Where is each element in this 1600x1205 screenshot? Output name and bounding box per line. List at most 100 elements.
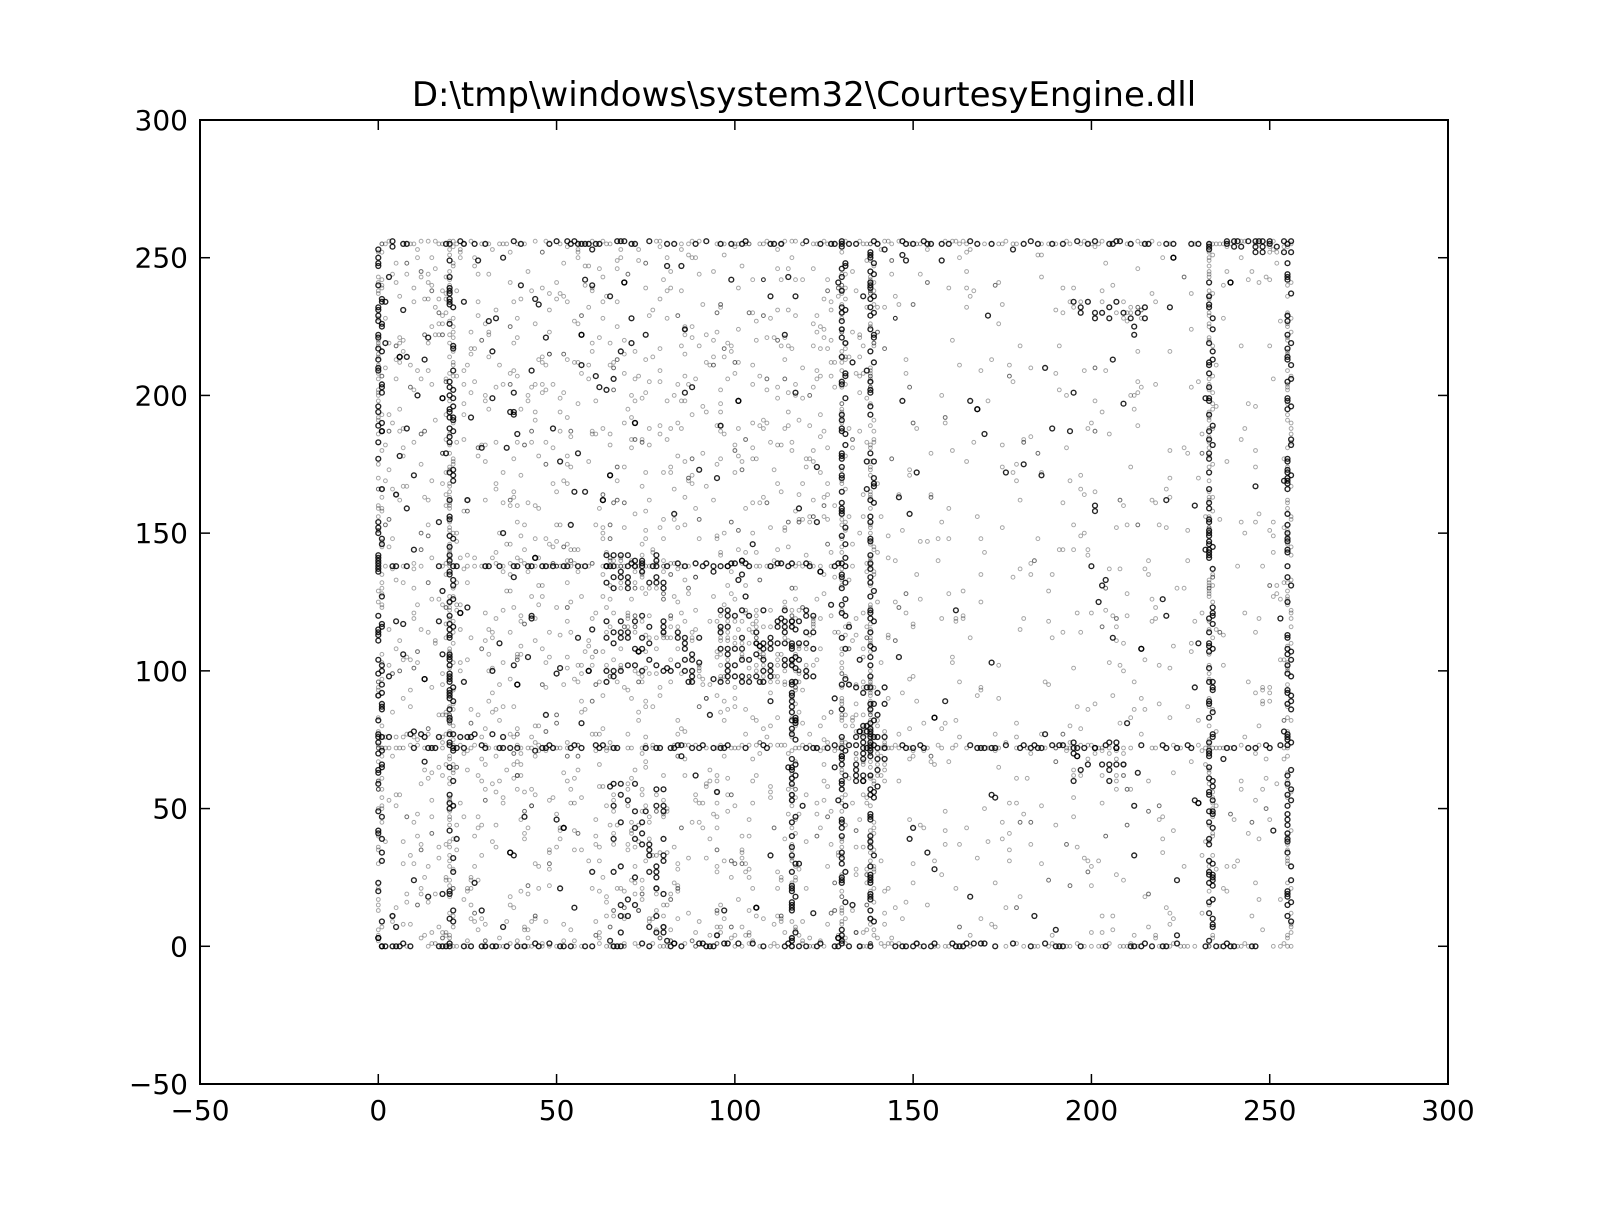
data-point — [542, 563, 550, 570]
data-point — [1035, 252, 1041, 258]
data-point — [472, 555, 478, 561]
data-point — [632, 767, 638, 773]
data-point — [664, 315, 670, 321]
data-point — [517, 282, 525, 289]
data-point — [418, 847, 424, 853]
data-point — [400, 240, 407, 248]
data-point — [753, 635, 759, 641]
data-point — [493, 745, 499, 751]
data-point — [457, 627, 463, 632]
data-point — [852, 766, 860, 774]
data-point — [1039, 731, 1044, 737]
data-point — [821, 503, 827, 509]
data-point — [379, 924, 385, 930]
data-point — [686, 475, 691, 481]
data-point — [636, 679, 641, 685]
data-point — [447, 354, 453, 360]
data-point — [1124, 613, 1130, 619]
data-point — [810, 384, 816, 390]
data-point — [621, 916, 627, 922]
data-point — [867, 893, 874, 900]
data-point — [443, 379, 449, 385]
data-point — [1114, 778, 1119, 784]
data-point — [532, 913, 538, 919]
data-point — [631, 240, 639, 248]
data-point — [706, 943, 714, 950]
data-point — [375, 902, 381, 908]
data-point — [689, 819, 695, 825]
data-point — [1285, 833, 1290, 839]
data-point — [408, 853, 413, 858]
data-point — [707, 682, 713, 687]
data-point — [714, 310, 720, 316]
data-point — [1245, 679, 1251, 685]
data-point — [415, 649, 420, 654]
data-point — [821, 335, 827, 341]
data-point — [1009, 246, 1017, 253]
data-point — [1210, 572, 1216, 577]
data-point — [557, 836, 563, 842]
data-point — [999, 836, 1005, 842]
data-point — [1242, 610, 1248, 616]
data-point — [881, 684, 888, 691]
data-point — [1146, 891, 1151, 897]
data-point — [1121, 762, 1126, 767]
data-point — [1205, 301, 1213, 308]
data-point — [1106, 777, 1113, 785]
data-point — [600, 649, 606, 654]
data-point — [892, 638, 898, 643]
data-point — [443, 709, 449, 715]
data-point — [771, 825, 777, 831]
data-point — [382, 943, 389, 950]
data-point — [1049, 932, 1055, 938]
data-point — [621, 351, 627, 357]
data-point — [718, 635, 723, 641]
data-point — [425, 943, 431, 949]
data-point — [589, 868, 596, 876]
data-point — [646, 916, 652, 922]
data-point — [660, 923, 667, 931]
data-point — [1053, 371, 1059, 376]
data-point — [1287, 436, 1295, 443]
data-point — [1205, 871, 1213, 878]
data-point — [1209, 678, 1216, 686]
data-point — [789, 238, 795, 244]
data-point — [1230, 744, 1238, 752]
data-point — [839, 696, 845, 701]
data-point — [771, 467, 777, 473]
data-point — [917, 822, 923, 828]
data-point — [482, 497, 488, 503]
data-point — [868, 252, 873, 258]
data-point — [842, 645, 849, 652]
data-point — [450, 414, 457, 421]
data-point — [682, 332, 688, 338]
data-point — [881, 755, 888, 763]
data-point — [686, 585, 691, 591]
data-point — [663, 664, 671, 672]
data-point — [1288, 577, 1294, 583]
data-point — [1206, 671, 1212, 676]
data-point — [988, 659, 995, 666]
data-point — [696, 343, 702, 349]
data-point — [668, 891, 674, 897]
data-point — [1206, 409, 1212, 415]
data-point — [629, 415, 634, 420]
data-point — [642, 808, 649, 815]
data-point — [842, 260, 849, 267]
data-point — [664, 808, 670, 814]
data-point — [843, 712, 848, 718]
data-point — [1288, 544, 1294, 550]
data-point — [732, 448, 738, 453]
data-point — [1163, 905, 1169, 911]
data-point — [868, 640, 873, 646]
data-point — [375, 306, 382, 314]
data-point — [1205, 640, 1213, 647]
data-point — [1253, 404, 1258, 409]
data-point — [725, 792, 731, 798]
data-point — [753, 742, 759, 748]
data-point — [496, 563, 503, 570]
data-point — [867, 832, 874, 840]
data-point — [945, 240, 952, 248]
data-point — [564, 740, 570, 745]
data-point — [932, 943, 937, 949]
